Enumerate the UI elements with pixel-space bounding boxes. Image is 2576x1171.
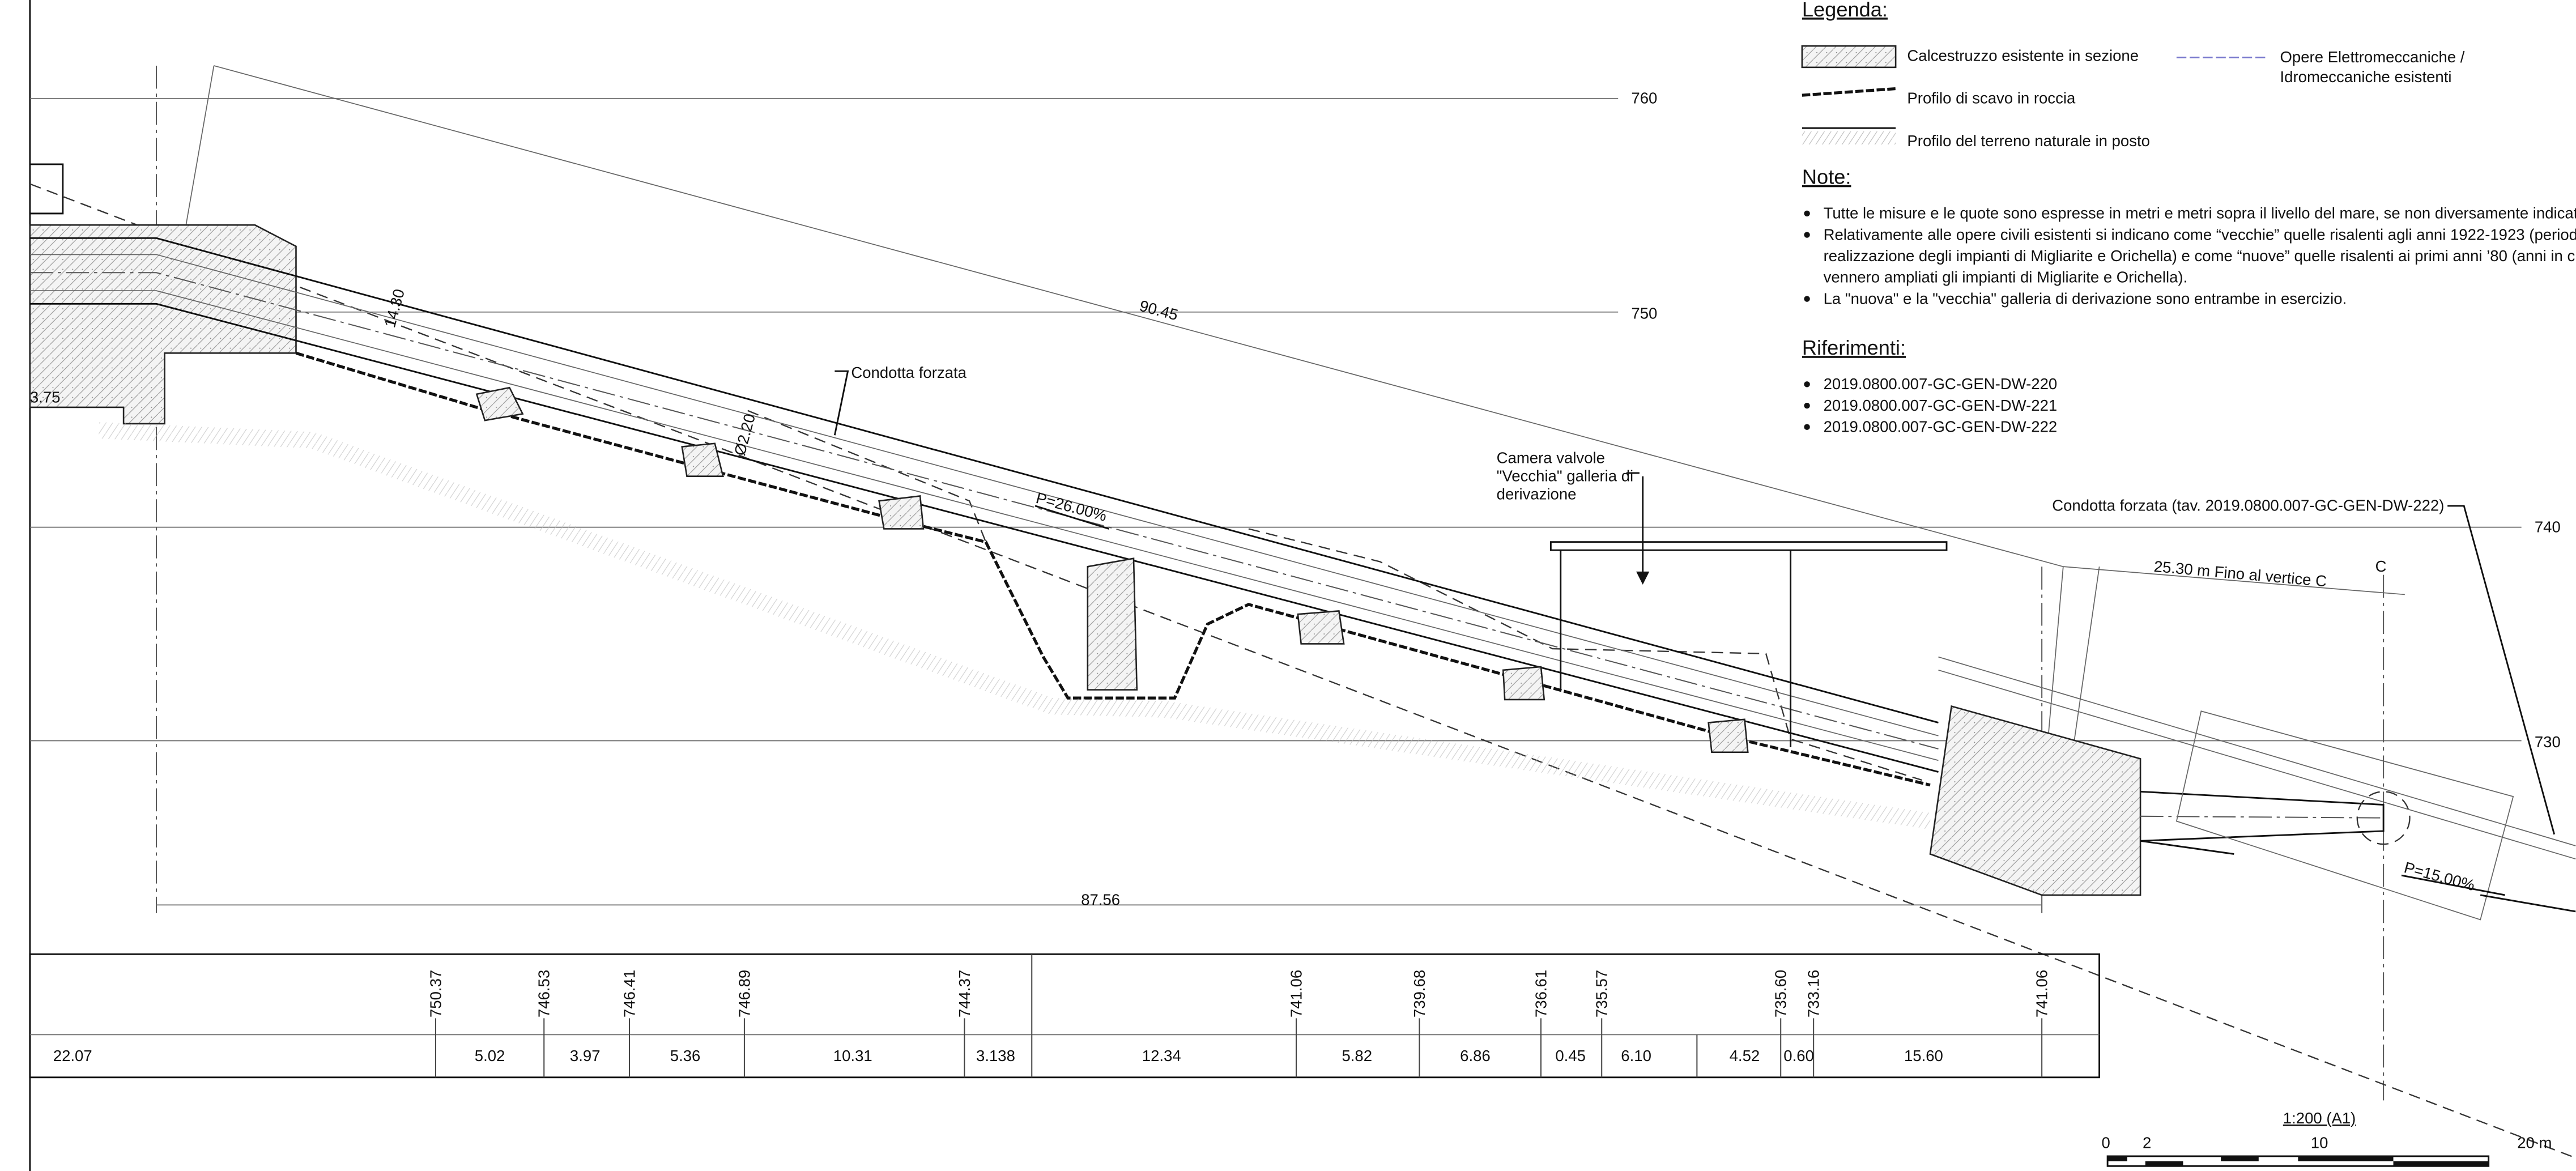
references-title: Riferimenti: [1802, 336, 1906, 359]
distance-cell: 0.45 [1555, 1047, 1586, 1064]
legend-item: Calcestruzzo esistente in sezione [1907, 46, 2139, 64]
dimension: 14.30 [381, 287, 408, 330]
elevation-cell: 744.37 [956, 970, 973, 1017]
notes-title: Note: [1802, 165, 1851, 189]
section-label: C [2375, 557, 2387, 575]
distance-cell: 4.52 [1730, 1047, 1760, 1064]
elevation-cell: 746.41 [620, 970, 638, 1017]
note-line: realizzazione degli impianti di Migliari… [1824, 247, 2576, 265]
legend-item: Profilo di scavo in roccia [1907, 90, 2076, 107]
bullet [1804, 232, 1810, 238]
reference: 2019.0800.007-GC-GEN-DW-222 [1824, 418, 2058, 435]
elevation-cell: 733.16 [1805, 970, 1823, 1017]
geometry [29, 0, 2576, 1171]
distance-cell: 22.07 [53, 1047, 92, 1064]
slope-label: P=15.00% [2402, 858, 2476, 894]
dimension: 87.56 [1081, 891, 1120, 908]
bullet [1804, 402, 1810, 409]
note-line: La "nuova" e la "vecchia" galleria di de… [1824, 289, 2347, 307]
distance-cell: 3.138 [976, 1047, 1015, 1064]
elevation-cell: 735.60 [1772, 970, 1790, 1017]
elevation-label: 750 [1631, 304, 1657, 322]
annotation: Condotta forzata [851, 364, 966, 381]
distance-cell: 10.31 [833, 1047, 872, 1064]
elevation-cell: 741.06 [2033, 970, 2051, 1017]
distance-cell: 6.10 [1621, 1047, 1651, 1064]
bullet [1804, 296, 1810, 302]
annotation: Camera valvole [1497, 449, 1605, 467]
elevation-cell: 739.68 [1411, 970, 1428, 1017]
annotation: Condotta forzata (tav. 2019.0800.007-GC-… [2052, 497, 2444, 514]
scale-label: 0 [2102, 1134, 2110, 1151]
bullet [1804, 424, 1810, 430]
bullet [1804, 381, 1810, 388]
scale-label: 10 [2311, 1134, 2328, 1151]
dimension: 3.75 [30, 388, 61, 406]
elevation-cell: 736.61 [1532, 970, 1549, 1017]
reference: 2019.0800.007-GC-GEN-DW-220 [1824, 375, 2058, 393]
annotation: "Vecchia" galleria di [1497, 467, 1633, 484]
elevation-cell: 735.57 [1593, 970, 1611, 1017]
distance-cell: 5.02 [475, 1047, 505, 1064]
reference: 2019.0800.007-GC-GEN-DW-221 [1824, 397, 2058, 414]
elevation-label: 730 [2535, 733, 2561, 751]
distance-cell: 5.36 [670, 1047, 701, 1064]
note-line: vennero ampliati gli impianti di Migliar… [1824, 269, 2188, 286]
elevation-cell: 746.89 [735, 970, 753, 1017]
legend-item: Idromeccaniche esistenti [2280, 68, 2452, 86]
distance-cell: 6.86 [1460, 1047, 1491, 1064]
elevation-cell: 741.06 [1287, 970, 1305, 1017]
legend-item: Opere Elettromeccaniche / [2280, 48, 2465, 66]
bullet [1804, 210, 1810, 217]
distance-cell: 5.82 [1342, 1047, 1372, 1064]
elevation-label: 740 [2535, 518, 2561, 535]
elevation-cell: 750.37 [427, 970, 444, 1017]
dimension: 25.30 m Fino al vertice C [2153, 557, 2328, 590]
distance-cell: 12.34 [1142, 1047, 1181, 1064]
dimension: Ø2.20 [731, 412, 759, 457]
elevation-label: 760 [1631, 90, 1657, 107]
scale-label: 20 m [2517, 1134, 2552, 1151]
annotation: derivazione [1497, 485, 1577, 503]
legend-title: Legenda: [1802, 0, 1888, 21]
scale-label: 2 [2143, 1134, 2151, 1151]
distance-cell: 3.97 [570, 1047, 601, 1064]
note-line: Tutte le misure e le quote sono espresse… [1824, 205, 2576, 222]
dimension: 90.45 [1138, 297, 1180, 324]
scale-title: 1:200 (A1) [2283, 1109, 2356, 1127]
distance-cell: 0.60 [1783, 1047, 1814, 1064]
distance-cell: 15.60 [1904, 1047, 1943, 1064]
elevation-cell: 746.53 [535, 970, 553, 1017]
note-line: Relativamente alle opere civili esistent… [1824, 225, 2576, 243]
legend-item: Profilo del terreno naturale in posto [1907, 132, 2150, 150]
